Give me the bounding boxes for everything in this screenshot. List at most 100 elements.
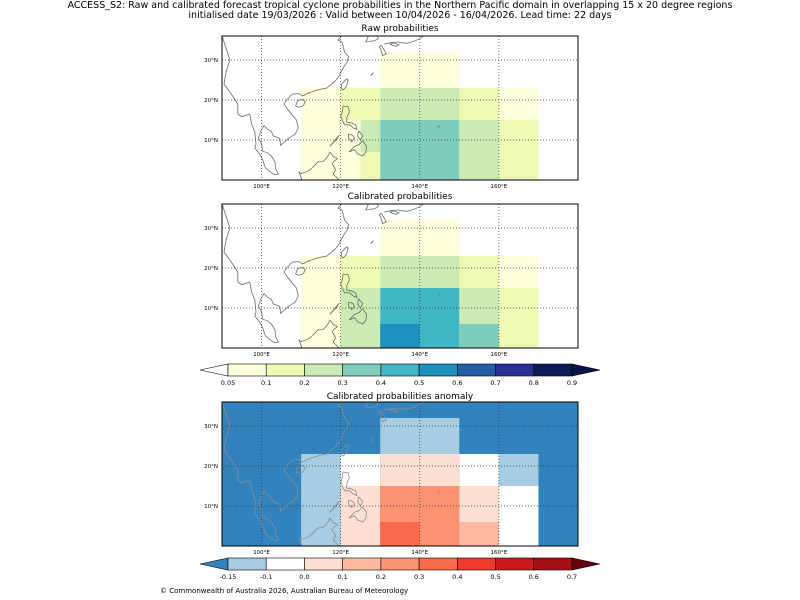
coastline <box>298 151 331 180</box>
longitude-tick-label: 160°E <box>491 184 508 190</box>
anomaly-colorbar-segment <box>457 557 496 571</box>
figure-title-line2: initialised date 19/03/2026 : Valid betw… <box>188 10 612 21</box>
probability-colorbar-tick-label: 0.9 <box>567 379 577 387</box>
anomaly-colorbar-tick-label: -0.1 <box>260 573 273 581</box>
region-cell <box>459 454 499 486</box>
probability-colorbar-segment <box>533 363 573 377</box>
region-cell <box>301 88 341 180</box>
coastline <box>348 308 367 325</box>
probability-colorbar-over-arrow <box>571 363 601 377</box>
anomaly-colorbar-tick-label: 0.7 <box>567 573 577 581</box>
anomaly-colorbar-segment <box>533 557 573 571</box>
coastline <box>348 499 355 509</box>
probability-colorbar: 0.05 0.1 0.2 0.3 0.4 0.5 0.6 0.7 0.8 0.9 <box>199 363 601 387</box>
coastline <box>384 204 424 213</box>
raw-map-frame <box>221 35 579 181</box>
coastline <box>348 506 367 523</box>
raw-coastlines <box>222 36 440 180</box>
raw-map-panel: 100°E 120°E 140°E 160°E 10°N 20°N 30°N <box>204 35 579 190</box>
coastline <box>348 301 355 311</box>
coastline <box>378 44 387 57</box>
anomaly-colorbar-over-arrow <box>571 557 601 571</box>
longitude-tick-label: 100°E <box>253 550 270 556</box>
region-cell <box>498 486 539 546</box>
anomaly-colorbar-segment <box>380 557 420 571</box>
coastline <box>340 471 358 497</box>
anomaly-colorbar-tick-label: 0.6 <box>529 573 539 581</box>
region-cell <box>380 324 420 348</box>
copyright-footer: © Commonwealth of Australia 2026, Austra… <box>160 587 409 595</box>
region-cell <box>459 324 499 348</box>
raw-panel-title: Raw probabilities <box>361 24 439 34</box>
anomaly-colorbar-tick-label: 0.3 <box>414 573 424 581</box>
region-cell <box>301 454 341 546</box>
probability-colorbar-segment <box>495 363 535 377</box>
coastline <box>348 133 355 143</box>
region-cell <box>459 88 499 120</box>
probability-colorbar-segment <box>418 363 458 377</box>
probability-colorbar-tick-label: 0.4 <box>376 379 386 387</box>
latitude-tick-label: 20°N <box>204 266 218 272</box>
probability-colorbar-tick-label: 0.2 <box>299 379 309 387</box>
region-cell <box>459 256 499 288</box>
probability-colorbar-tick-label: 0.7 <box>490 379 500 387</box>
latitude-tick-label: 10°N <box>204 138 218 144</box>
latitude-tick-label: 20°N <box>204 98 218 104</box>
coastline <box>389 210 400 215</box>
region-cell <box>498 454 539 486</box>
anomaly-colorbar-tick-label: -0.15 <box>220 573 237 581</box>
anomaly-colorbar-tick-label: 0.0 <box>299 573 309 581</box>
region-cell <box>380 88 460 120</box>
coastline <box>329 500 340 513</box>
anomaly-colorbar-segment <box>227 557 267 571</box>
anomaly-colorbar-tick-label: 0.4 <box>452 573 462 581</box>
coastline <box>340 246 349 259</box>
region-cell <box>380 256 460 288</box>
figure-title-line1: ACCESS_S2: Raw and calibrated forecast t… <box>67 0 733 11</box>
region-cell <box>301 256 341 348</box>
region-cell <box>340 454 381 486</box>
anomaly-probability-cells <box>301 418 539 546</box>
calibrated-panel-title: Calibrated probabilities <box>347 192 453 202</box>
anomaly-coastlines <box>222 402 440 546</box>
probability-colorbar-segment <box>265 363 305 377</box>
region-cell <box>340 256 381 288</box>
anomaly-colorbar-segment <box>418 557 458 571</box>
coastline <box>329 302 340 315</box>
coastline <box>329 517 340 546</box>
coastline <box>340 78 349 91</box>
coastline <box>222 36 350 176</box>
longitude-tick-label: 140°E <box>411 550 428 556</box>
probability-colorbar-under-arrow <box>199 363 229 377</box>
coastline <box>365 402 379 409</box>
coastline <box>222 204 350 344</box>
coastline <box>437 491 440 494</box>
coastline <box>370 240 374 244</box>
calibrated-probability-cells <box>301 220 539 348</box>
longitude-tick-label: 120°E <box>332 352 349 358</box>
probability-colorbar-segment <box>227 363 267 377</box>
coastline <box>295 99 306 108</box>
coastline <box>340 273 358 299</box>
latitude-tick-label: 10°N <box>204 504 218 510</box>
longitude-tick-label: 120°E <box>332 550 349 556</box>
region-cell <box>459 120 499 180</box>
anomaly-colorbar-under-arrow <box>199 557 229 571</box>
coastline <box>365 204 379 211</box>
probability-colorbar-tick-label: 0.3 <box>337 379 347 387</box>
latitude-tick-label: 30°N <box>204 58 218 64</box>
longitude-tick-label: 140°E <box>411 184 428 190</box>
region-cell <box>360 152 381 180</box>
longitude-tick-label: 140°E <box>411 352 428 358</box>
region-cell <box>459 288 499 324</box>
coastline <box>378 212 387 225</box>
anomaly-colorbar-tick-label: 0.2 <box>376 573 386 581</box>
probability-colorbar-tick-label: 0.6 <box>452 379 462 387</box>
probability-colorbar-segment <box>304 363 343 377</box>
probability-colorbar-tick-label: 0.05 <box>221 379 235 387</box>
coastline <box>222 402 350 542</box>
anomaly-colorbar-segment <box>304 557 343 571</box>
longitude-tick-label: 100°E <box>253 184 270 190</box>
anomaly-map-panel: 100°E 120°E 140°E 160°E 10°N 20°N 30°N <box>204 401 579 556</box>
longitude-tick-label: 160°E <box>491 550 508 556</box>
